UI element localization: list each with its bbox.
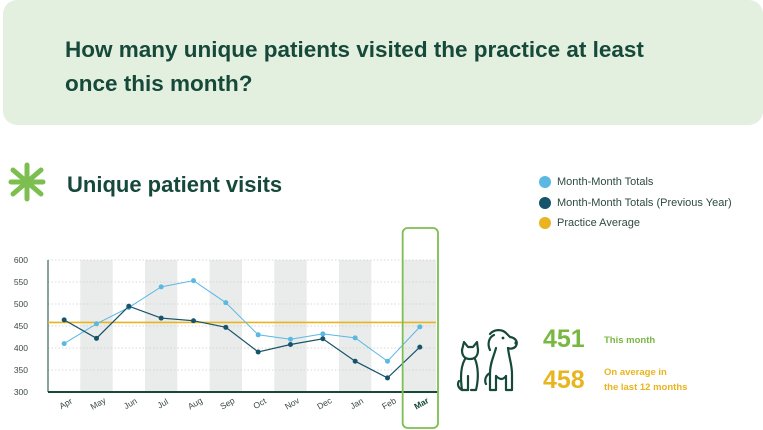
series-line-current xyxy=(63,280,421,362)
data-point-current xyxy=(223,300,229,306)
x-tick-label: Nov xyxy=(283,395,302,412)
legend-swatch xyxy=(539,176,551,188)
data-point-current xyxy=(320,331,326,337)
y-tick-label: 450 xyxy=(14,321,28,331)
series-line-previous-year xyxy=(63,305,421,379)
question-text: How many unique patients visited the pra… xyxy=(65,37,644,96)
legend-label: Month-Month Totals (Previous Year) xyxy=(557,196,732,209)
x-tick-label: Jun xyxy=(122,396,139,412)
data-point-previous-year xyxy=(223,324,229,330)
data-point-current xyxy=(61,341,67,347)
data-point-current xyxy=(352,335,358,341)
y-tick-label: 350 xyxy=(14,365,28,375)
highlight-box-current-month xyxy=(401,227,439,429)
x-tick-label: Oct xyxy=(251,395,268,411)
data-point-current xyxy=(288,336,293,342)
x-tick-label: Apr xyxy=(57,396,74,411)
y-tick-label: 400 xyxy=(14,343,28,353)
kpi-average-label: On average in the last 12 months xyxy=(604,365,687,395)
legend-swatch xyxy=(539,217,551,229)
dog-nose xyxy=(514,341,518,345)
data-point-current xyxy=(255,332,261,338)
question-card: How many unique patients visited the pra… xyxy=(3,0,763,125)
legend-label: Month-Month Totals xyxy=(557,176,654,188)
data-point-previous-year xyxy=(61,317,67,323)
x-tick-label: Sep xyxy=(218,395,236,411)
data-point-current xyxy=(191,278,196,284)
data-point-current xyxy=(417,324,423,330)
legend-label: Practice Average xyxy=(557,217,640,229)
cat-and-dog-icon xyxy=(456,329,518,392)
y-tick-label: 550 xyxy=(14,277,28,287)
data-point-previous-year xyxy=(385,375,390,381)
data-point-previous-year xyxy=(191,318,196,324)
x-tick-label: Aug xyxy=(186,395,204,411)
data-point-previous-year xyxy=(255,349,261,355)
data-point-previous-year xyxy=(94,335,99,341)
sparkle-logo-icon xyxy=(8,162,46,202)
data-point-previous-year xyxy=(320,336,326,342)
kpi-average-label-line1: On average in xyxy=(604,367,667,378)
y-tick-label: 500 xyxy=(14,299,28,309)
x-tick-label: Mar xyxy=(412,395,431,412)
y-tick-label: 600 xyxy=(14,255,28,265)
x-tick-label: Dec xyxy=(315,395,334,412)
data-point-current xyxy=(94,321,99,327)
column-band xyxy=(339,260,372,392)
data-point-current xyxy=(158,284,164,290)
line-chart: 300 350 400 450 500 550 600 Apr May Jun Jul Aug Sep O… xyxy=(14,227,439,429)
data-point-previous-year xyxy=(288,341,293,347)
data-point-previous-year xyxy=(126,303,132,309)
y-tick-label: 300 xyxy=(14,387,28,397)
dog-eye xyxy=(501,336,505,340)
kpi-average-label-line2: the last 12 months xyxy=(604,382,688,393)
data-point-previous-year xyxy=(417,344,423,350)
data-point-current xyxy=(385,358,390,364)
section-title: Unique patient visits xyxy=(67,172,283,197)
x-tick-label: Jan xyxy=(348,396,365,412)
legend-swatch xyxy=(539,196,551,209)
kpi-average-value: 458 xyxy=(543,366,585,394)
x-tick-label: Feb xyxy=(380,395,398,411)
data-point-previous-year xyxy=(352,358,358,364)
data-point-previous-year xyxy=(158,315,164,321)
kpi-this-month-label: This month xyxy=(604,335,656,346)
x-tick-label: May xyxy=(89,395,109,412)
kpi-this-month-value: 451 xyxy=(543,325,585,353)
x-tick-label: Jul xyxy=(155,396,170,410)
